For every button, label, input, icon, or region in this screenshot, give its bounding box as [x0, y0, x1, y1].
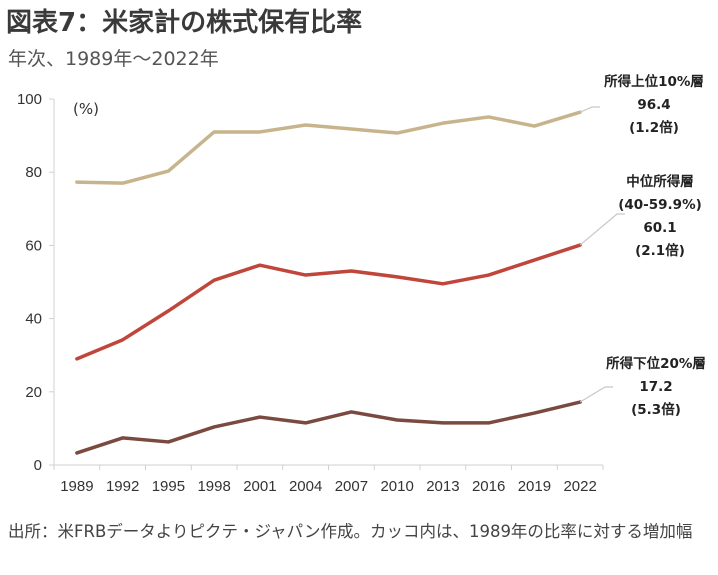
- leader-line: [579, 386, 613, 403]
- line-chart: 0 20 40 60 80 100 1989 1992 1995 1998 2001 2004 2007…: [17, 73, 706, 495]
- x-tick-label: 2019: [518, 478, 551, 495]
- series-annotation: 96.4: [637, 97, 670, 113]
- x-tick-label: 2004: [289, 478, 322, 495]
- y-tick-label: 80: [25, 164, 42, 181]
- x-tick-label: 2001: [243, 478, 276, 495]
- y-tick-label: 0: [34, 457, 42, 474]
- x-tick-label: 1995: [152, 478, 185, 495]
- leader-line: [579, 213, 625, 246]
- series-annotation: (2.1倍): [635, 242, 685, 259]
- x-tick-label: 2010: [380, 478, 413, 495]
- y-tick-label: 100: [17, 91, 42, 108]
- series-annotation: (1.2倍): [629, 119, 679, 136]
- x-tick-label: 1989: [60, 478, 93, 495]
- series-line: [75, 400, 582, 455]
- leader-line: [579, 106, 600, 113]
- series-annotation: (40-59.9%): [618, 197, 702, 213]
- x-tick-label: 1998: [197, 478, 230, 495]
- y-axis-unit-label: (%): [73, 100, 99, 118]
- x-tick-label: 2022: [563, 478, 596, 495]
- x-tick-label: 2013: [426, 478, 459, 495]
- series-line: [75, 243, 582, 361]
- series-annotation: 60.1: [643, 220, 676, 236]
- x-tick-label: 2007: [335, 478, 368, 495]
- chart-subtitle: 年次、1989年～2022年: [8, 48, 219, 70]
- series-annotation: 中位所得層: [626, 173, 694, 190]
- y-tick-label: 40: [25, 311, 42, 328]
- x-tick-label: 1992: [106, 478, 139, 495]
- series-line: [75, 110, 582, 185]
- series-annotation: (5.3倍): [631, 401, 681, 418]
- series-annotation: 所得下位20%層: [606, 355, 706, 372]
- x-tick-label: 2016: [472, 478, 505, 495]
- series-annotation: 所得上位10%層: [604, 73, 704, 90]
- series-annotation: 17.2: [639, 379, 672, 395]
- y-tick-label: 20: [25, 384, 42, 401]
- chart-title: 図表7：米家計の株式保有比率: [6, 8, 363, 38]
- y-tick-label: 60: [25, 237, 42, 254]
- source-note: 出所：米FRBデータよりピクテ・ジャパン作成。カッコ内は、1989年の比率に対す…: [8, 522, 693, 541]
